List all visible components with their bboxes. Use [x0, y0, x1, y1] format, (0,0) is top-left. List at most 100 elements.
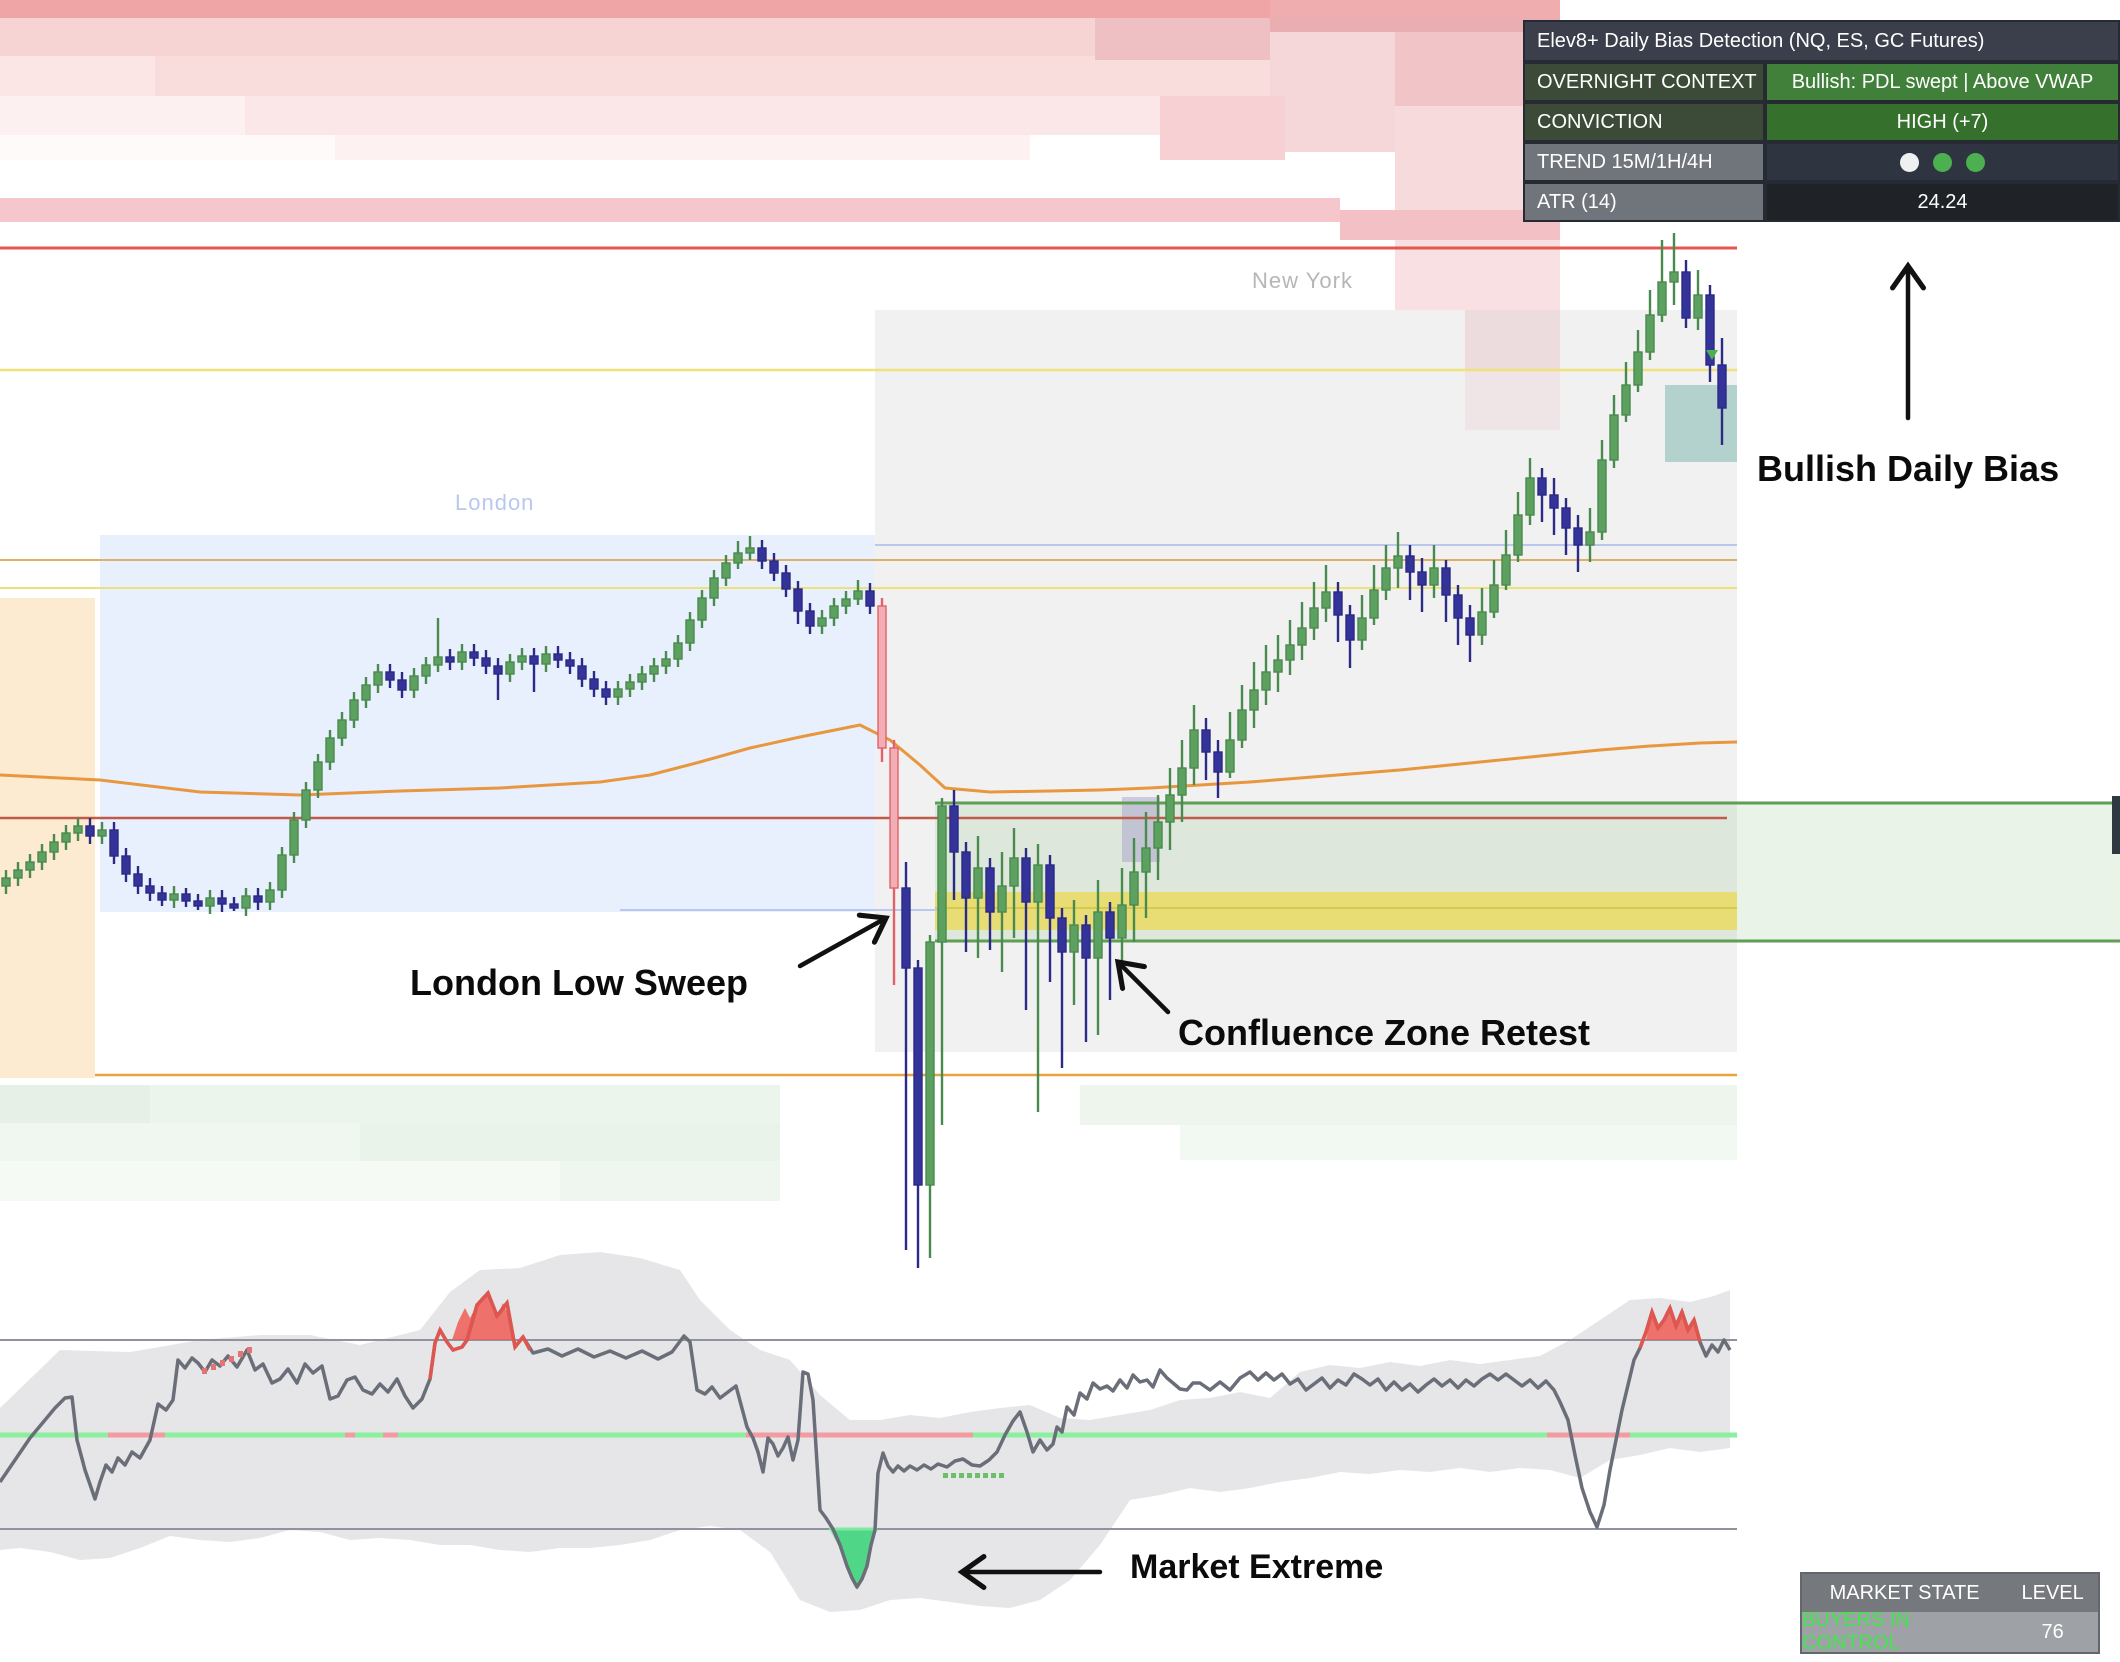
candle-body	[601, 688, 611, 698]
heat-band	[335, 135, 1030, 160]
oscillator-line	[0, 1291, 1732, 1589]
candle-body	[817, 617, 827, 627]
heat-band	[0, 1123, 360, 1161]
bias-row-value: Bullish: PDL swept | Above VWAP	[1765, 62, 2120, 102]
candle-body	[421, 664, 431, 677]
osc-green-dot	[967, 1473, 972, 1478]
annotation-arrows-layer	[797, 261, 1926, 1590]
candle-body	[37, 851, 47, 863]
candle-body	[673, 642, 683, 660]
candle-body	[1669, 271, 1679, 283]
ema-orange-line	[0, 723, 1738, 797]
candle-body	[373, 671, 383, 686]
crash-candle	[889, 747, 899, 889]
heat-band	[0, 96, 245, 135]
bias-table-title: Elev8+ Daily Bias Detection (NQ, ES, GC …	[1523, 20, 2120, 62]
heat-band	[1270, 0, 1560, 18]
trend-dot	[1900, 152, 1919, 172]
candle-body	[109, 829, 119, 857]
osc-green-dot	[983, 1473, 988, 1478]
candle-body	[361, 684, 371, 701]
candle-body	[13, 869, 23, 879]
candle-body	[229, 903, 239, 909]
candle-body	[205, 897, 215, 907]
candle-body	[49, 841, 59, 853]
candle-body	[745, 547, 755, 554]
level-lines-layer	[0, 246, 2120, 1077]
candle-body	[145, 885, 155, 894]
heat-band	[1095, 18, 1270, 60]
candle-body	[1285, 644, 1295, 661]
premarket-left	[0, 598, 95, 1078]
candle-body	[529, 655, 539, 665]
candle-body	[409, 675, 419, 691]
candle-body	[1393, 555, 1403, 569]
osc-green-dot	[991, 1473, 996, 1478]
osc-overbought-fill	[452, 1293, 515, 1340]
candle-body	[97, 829, 107, 837]
candle-body	[1345, 614, 1355, 641]
candle-body	[1165, 794, 1175, 823]
candle-body	[1081, 924, 1091, 959]
osc-red-dot	[220, 1360, 225, 1366]
candle-body	[1501, 554, 1511, 586]
annotation-market-extreme: Market Extreme	[1130, 1548, 1384, 1586]
heat-band	[360, 1123, 780, 1161]
candle-body	[793, 588, 803, 612]
osc-green-dot	[959, 1473, 964, 1478]
osc-green-dot	[999, 1473, 1004, 1478]
candle-body	[913, 967, 923, 1186]
candle-body	[1261, 671, 1271, 691]
candle-body	[25, 861, 35, 871]
candle-body	[577, 665, 587, 680]
candle-body	[1489, 584, 1499, 613]
candle-body	[349, 699, 359, 721]
candle-body	[709, 577, 719, 599]
candle-body	[193, 900, 203, 907]
annotation-confluence-zone-retest: Confluence Zone Retest	[1178, 1012, 1591, 1053]
candle-body	[1273, 659, 1283, 673]
candle-body	[961, 851, 971, 899]
candle-body	[925, 941, 935, 1186]
trend-dot	[1933, 152, 1952, 172]
osc-red-dot	[229, 1356, 234, 1362]
price-edge-tick	[2112, 796, 2120, 854]
candle-body	[541, 653, 551, 665]
heat-band	[150, 1085, 780, 1123]
candle-body	[169, 893, 179, 901]
level-header: LEVEL	[2021, 1581, 2084, 1604]
candle-body	[493, 665, 503, 675]
candle-body	[1129, 871, 1139, 906]
osc-red-dot	[211, 1364, 216, 1370]
candle-body	[301, 789, 311, 821]
candle-body	[985, 867, 995, 913]
candle-body	[949, 805, 959, 853]
heat-band	[1465, 310, 1560, 370]
oscillator-line-red	[1638, 1303, 1702, 1349]
candle-body	[781, 572, 791, 590]
candle-body	[1465, 617, 1475, 636]
heat-band	[0, 0, 1270, 18]
candle-body	[1309, 607, 1319, 629]
candle-body	[733, 552, 743, 564]
confluence-yellow-band	[935, 892, 1737, 930]
bias-row-label: OVERNIGHT CONTEXT	[1523, 62, 1765, 102]
candle-body	[1561, 507, 1571, 529]
oscillator-band-cloud	[0, 1252, 1730, 1612]
heat-band	[0, 1161, 560, 1201]
candle-body	[1, 877, 11, 887]
candle-body	[973, 867, 983, 899]
trend-dot	[1966, 152, 1985, 172]
candle-body	[1213, 751, 1223, 773]
heat-band	[0, 56, 155, 96]
candle-body	[1573, 527, 1583, 546]
osc-red-dot	[238, 1351, 243, 1357]
candle-body	[1705, 294, 1715, 366]
candle-body	[1201, 729, 1211, 753]
heat-band	[1160, 96, 1285, 160]
candle-body	[805, 610, 815, 627]
candle-body	[313, 761, 323, 791]
bias-row-label: ATR (14)	[1523, 182, 1765, 222]
